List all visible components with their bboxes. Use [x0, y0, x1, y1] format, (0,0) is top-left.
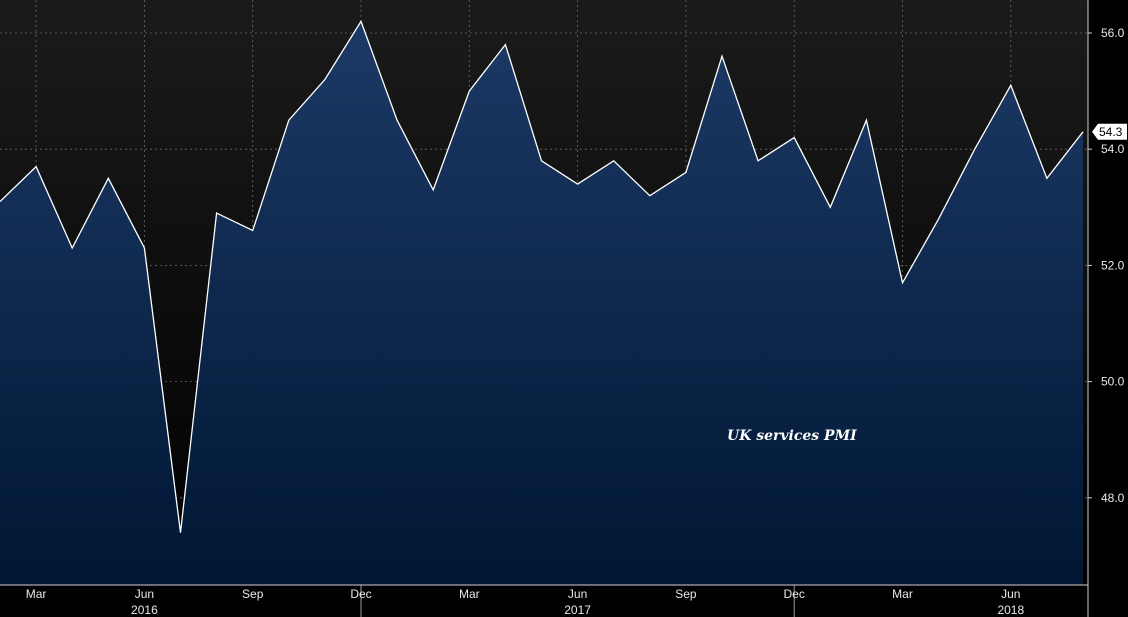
x-year-label: 2016: [131, 603, 158, 617]
area-fill: [0, 21, 1083, 585]
x-tick-label: Dec: [784, 587, 805, 601]
series-line: [0, 19, 1084, 533]
x-tick-label: Jun: [135, 587, 154, 601]
last-value-label: 54.3: [1099, 125, 1123, 139]
chart-annotation: UK services PMI: [727, 428, 857, 444]
x-year-label: 2017: [564, 603, 591, 617]
x-tick-label: Dec: [350, 587, 371, 601]
tick-labels: 56.0 54.0 52.0 50.0 48.0 Mar Jun Sep Dec Mar Jun Se…: [26, 26, 1125, 617]
y-tick-label: 56.0: [1101, 26, 1125, 40]
x-tick-label: Sep: [675, 587, 697, 601]
x-year-label: 2018: [997, 603, 1024, 617]
x-tick-label: Mar: [892, 587, 913, 601]
x-tick-label: Jun: [1001, 587, 1020, 601]
axes: [0, 0, 1092, 617]
x-tick-label: Sep: [242, 587, 264, 601]
y-tick-label: 50.0: [1101, 375, 1125, 389]
x-tick-label: Mar: [459, 587, 480, 601]
x-tick-label: Jun: [568, 587, 587, 601]
y-tick-label: 52.0: [1101, 258, 1125, 272]
last-value-marker: 54.3: [1092, 123, 1127, 140]
y-tick-label: 48.0: [1101, 491, 1125, 505]
last-value-box: [1092, 123, 1127, 140]
x-tick-label: Mar: [26, 587, 47, 601]
y-tick-label: 54.0: [1101, 142, 1125, 156]
